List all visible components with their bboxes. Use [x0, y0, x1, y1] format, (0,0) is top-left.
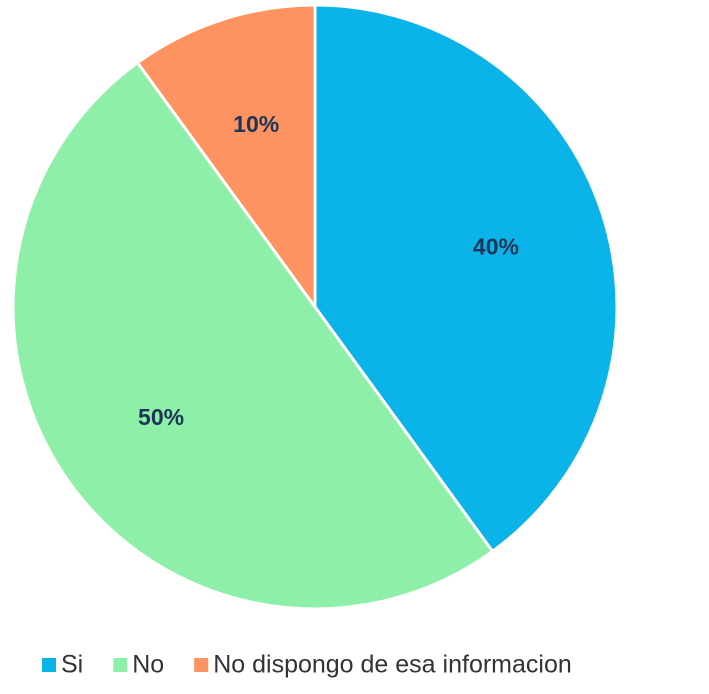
pie-slice [313, 3, 619, 554]
pie-slice [135, 3, 317, 312]
data-label: 40% [473, 233, 519, 259]
legend-swatch [42, 658, 56, 672]
pie-slice [11, 60, 495, 611]
data-label: 10% [233, 111, 279, 137]
legend-swatch [194, 658, 209, 672]
legend-label: Si [61, 651, 83, 679]
legend-label: No dispongo de esa informacion [213, 651, 572, 679]
legend-label: No [132, 651, 164, 679]
legend-swatch [113, 658, 128, 672]
data-label: 50% [138, 404, 184, 430]
